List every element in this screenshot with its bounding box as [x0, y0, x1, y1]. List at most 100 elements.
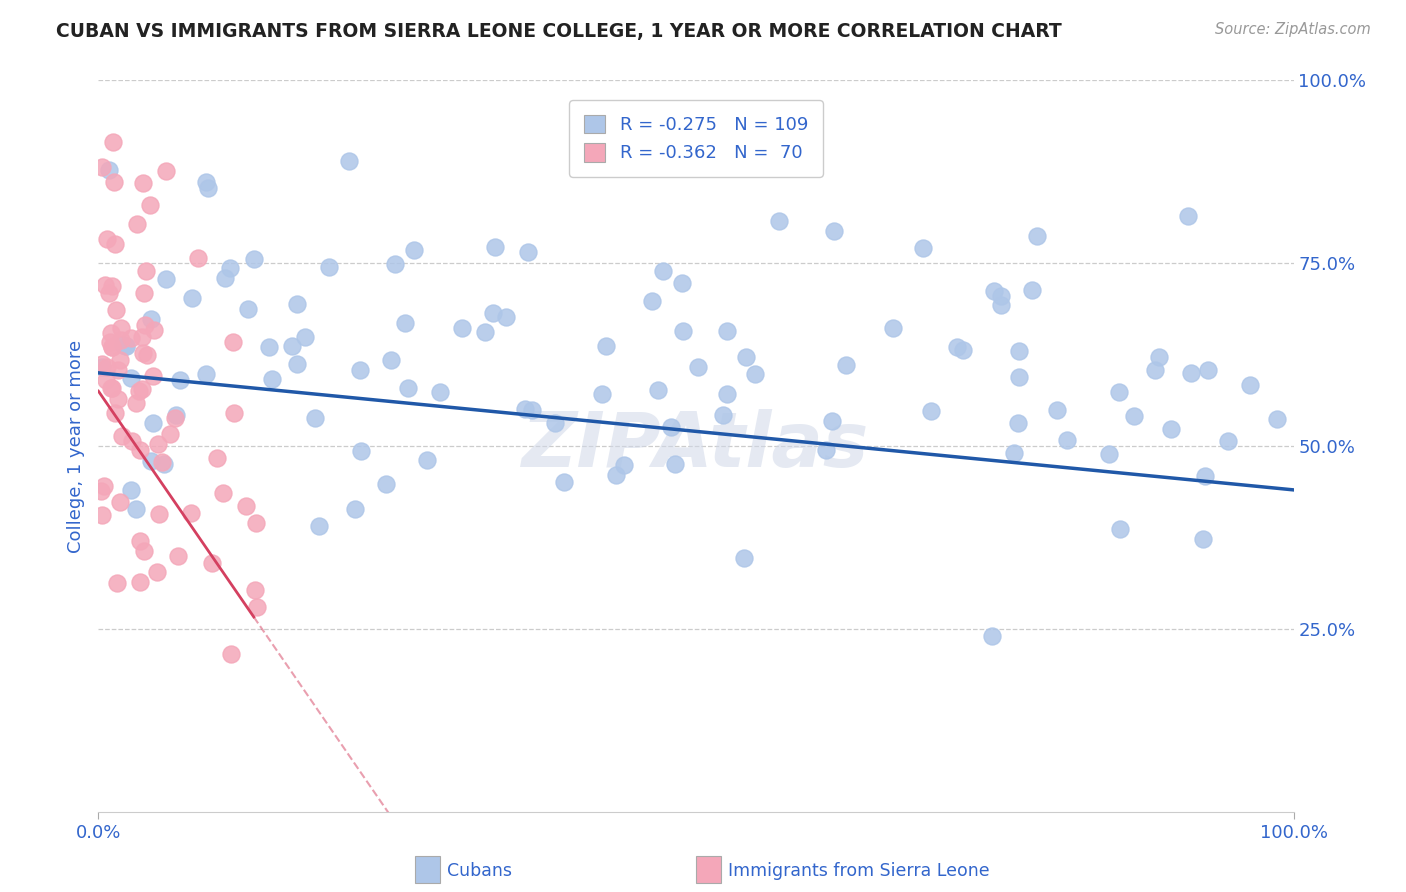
Point [450, 321, 472, 335]
Point [285, 357, 308, 371]
Point [544, 416, 567, 430]
Point [402, 243, 425, 257]
Point [318, 260, 340, 274]
Point [131, 330, 153, 344]
Point [1108, 385, 1130, 400]
Point [165, 408, 187, 422]
Point [93, 478, 115, 492]
Point [94, 373, 117, 387]
Point [90, 483, 112, 498]
Point [163, 410, 186, 425]
Point [1007, 417, 1029, 431]
Point [134, 318, 156, 332]
Point [235, 500, 257, 514]
Point [952, 343, 974, 358]
Point [101, 136, 124, 150]
Point [1218, 434, 1240, 448]
Point [181, 291, 204, 305]
Point [1180, 366, 1202, 380]
Point [236, 301, 259, 316]
Point [308, 518, 330, 533]
Point [138, 197, 160, 211]
Point [132, 285, 155, 300]
Point [716, 387, 738, 401]
Point [396, 381, 419, 395]
Point [374, 477, 396, 491]
Text: Source: ZipAtlas.com: Source: ZipAtlas.com [1215, 22, 1371, 37]
Point [257, 340, 280, 354]
Point [110, 320, 132, 334]
Y-axis label: College, 1 year or more: College, 1 year or more [66, 340, 84, 552]
Point [641, 294, 664, 309]
Point [672, 324, 695, 338]
Point [125, 501, 148, 516]
Point [131, 176, 153, 190]
Point [197, 181, 219, 195]
Point [155, 164, 177, 178]
Point [105, 303, 128, 318]
Point [1109, 522, 1132, 536]
Point [416, 452, 439, 467]
Point [98, 334, 121, 349]
Point [136, 348, 159, 362]
Point [98, 285, 121, 300]
Point [835, 358, 858, 372]
Point [1239, 378, 1261, 392]
Point [194, 176, 217, 190]
Point [744, 368, 766, 382]
Point [1008, 343, 1031, 358]
Point [945, 340, 967, 354]
Point [1046, 402, 1069, 417]
Point [111, 429, 134, 443]
Point [1197, 363, 1219, 377]
Point [304, 410, 326, 425]
Point [218, 261, 240, 276]
Point [169, 373, 191, 387]
Point [688, 359, 710, 374]
Point [815, 443, 838, 458]
Point [711, 408, 734, 422]
Point [222, 406, 245, 420]
Point [100, 278, 122, 293]
Point [100, 340, 122, 354]
Point [1265, 412, 1288, 426]
Point [121, 434, 143, 449]
Point [155, 271, 177, 285]
Point [515, 402, 537, 417]
Point [983, 284, 1005, 298]
Point [474, 325, 496, 339]
Point [246, 599, 269, 614]
Point [920, 404, 942, 418]
Point [281, 339, 304, 353]
Point [107, 392, 129, 407]
Point [882, 320, 904, 334]
Point [139, 311, 162, 326]
Point [911, 241, 934, 255]
Point [823, 223, 845, 237]
Point [980, 629, 1002, 643]
Point [145, 566, 167, 580]
Point [212, 485, 235, 500]
Point [142, 416, 165, 430]
Point [214, 271, 236, 285]
Point [768, 214, 790, 228]
Point [112, 338, 135, 352]
Point [337, 153, 360, 168]
Point [115, 339, 138, 353]
Point [120, 371, 142, 385]
Point [1194, 469, 1216, 483]
Point [1144, 363, 1167, 377]
Point [1098, 447, 1121, 461]
Point [139, 454, 162, 468]
Point [262, 372, 284, 386]
Point [110, 333, 132, 347]
Point [350, 443, 373, 458]
Text: ZIPAtlas: ZIPAtlas [522, 409, 870, 483]
Point [142, 323, 165, 337]
Point [142, 368, 165, 383]
Point [481, 306, 503, 320]
Point [1147, 350, 1170, 364]
Point [94, 277, 117, 292]
Point [516, 245, 538, 260]
Point [990, 298, 1012, 312]
